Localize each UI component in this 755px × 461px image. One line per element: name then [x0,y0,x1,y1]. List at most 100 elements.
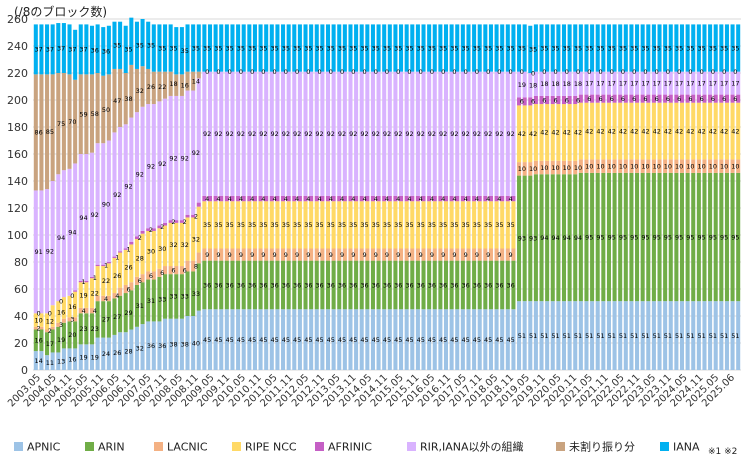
bar-segment [640,102,645,160]
data-label: 36 [315,281,323,289]
bar-segment [174,318,179,370]
bar-segment [719,24,724,72]
bar-segment [314,248,319,261]
bar-segment [337,248,342,261]
bar-segment [517,97,522,106]
bar-segment [140,233,145,275]
data-label: 6 [666,95,670,103]
data-label: 4 [396,195,400,203]
bar-segment [590,172,595,302]
bars-group [33,17,741,370]
bar-segment [213,71,218,196]
bar-segment [483,248,488,261]
data-label: 35 [394,44,402,52]
bar-segment [67,317,72,322]
bar-segment [123,25,128,73]
data-label: 37 [68,46,76,54]
data-label: 92 [293,130,301,138]
data-label: 35 [158,44,166,52]
bar-segment [500,260,505,310]
bar-segment [443,201,449,249]
bar-segment [151,271,156,280]
bar-segment [382,71,387,196]
bar-segment [269,71,274,196]
bar-segment [303,71,308,196]
data-label: 0 [340,68,344,76]
data-label: 6 [554,96,558,104]
bar-segment [67,74,72,169]
bar-segment [89,278,95,308]
data-label: 0 [374,68,378,76]
bar-segment [539,104,544,161]
bar-segment [213,260,218,310]
bar-segment [477,24,482,72]
bar-segment [635,24,640,72]
data-label: 0 [587,68,591,76]
data-label: 91 [34,248,42,256]
data-label: 35 [417,44,425,52]
bar-segment [354,24,359,72]
bar-segment [163,98,168,223]
data-label: 31 [147,297,155,305]
data-label: 92 [405,130,413,138]
bar-segment [39,74,44,191]
legend-swatch [154,442,163,451]
bar-segment [196,202,201,207]
data-label: 51 [653,332,661,340]
bar-segment [691,172,696,302]
bar-segment [275,260,280,310]
bar-segment [325,71,331,196]
data-label: 0 [284,68,288,76]
legend-label: AFRINIC [328,441,372,454]
bar-segment [443,71,449,196]
bar-segment [472,309,477,370]
data-label: 0 [700,68,704,76]
data-label: 9 [216,251,220,259]
data-label: 38 [124,95,132,103]
bar-segment [219,248,224,261]
bar-segment [399,248,404,261]
data-label: 36 [237,281,245,289]
data-label: 10 [585,162,593,170]
bar-segment [724,301,729,370]
bar-segment [365,260,370,310]
data-label: 36 [91,46,99,54]
bar-segment [573,301,578,370]
data-label: 35 [293,221,301,229]
bar-segment [399,260,404,310]
data-label: 92 [282,130,290,138]
legend-label: RIPE NCC [245,441,297,454]
data-label: 35 [641,44,649,52]
data-label: 35 [473,221,481,229]
bar-segment [185,90,190,215]
data-label: 35 [124,46,132,54]
data-label: 92 [506,130,514,138]
y-tick-label: 120 [7,202,28,215]
bar-segment [708,159,713,173]
bar-segment [78,307,83,314]
bar-segment [309,201,314,249]
bar-segment [101,264,106,267]
bar-segment [281,309,286,370]
data-label: 94 [563,234,571,242]
data-label: 28 [136,254,144,262]
bar-segment [427,309,432,370]
data-label: 35 [203,44,211,52]
bar-segment [696,71,701,95]
bar-segment [657,102,662,160]
bar-segment [635,94,640,103]
bar-segment [533,160,538,175]
data-label: 35 [248,221,256,229]
bar-segment [95,301,100,338]
bar-segment [696,102,701,160]
bar-segment [556,301,561,370]
bar-segment [505,260,510,310]
bar-segment [443,260,449,310]
bar-segment [342,71,347,196]
bar-segment [668,24,673,72]
bar-segment [146,230,151,272]
bar-segment [455,24,460,72]
data-label: 35 [405,221,413,229]
bar-segment [730,71,735,95]
data-label: 35 [214,44,222,52]
